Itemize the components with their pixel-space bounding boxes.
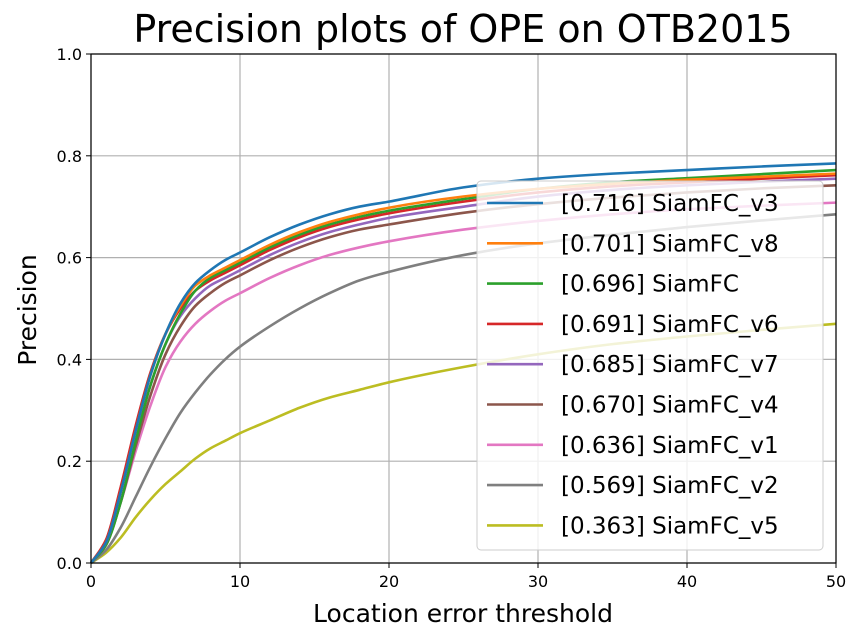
legend-label: [0.363] SiamFC_v5 <box>561 513 779 539</box>
x-tick-label: 0 <box>86 572 96 591</box>
legend-label: [0.716] SiamFC_v3 <box>561 191 779 217</box>
legend: [0.716] SiamFC_v3 [0.701] SiamFC_v8 [0.696… <box>476 180 824 551</box>
legend-label: [0.685] SiamFC_v7 <box>561 352 779 378</box>
y-tick-label: 0.6 <box>57 249 82 268</box>
x-tick-label: 20 <box>379 572 399 591</box>
x-tick-label: 40 <box>677 572 697 591</box>
y-tick-label: 0.2 <box>57 452 82 471</box>
legend-label: [0.701] SiamFC_v8 <box>561 231 779 257</box>
x-axis-label: Location error threshold <box>313 599 613 628</box>
x-tick-label: 50 <box>826 572 846 591</box>
axis-ticks: 0 10 20 30 40 50 0.0 0.2 0.4 0.6 0.8 1.0 <box>57 45 847 591</box>
legend-box <box>476 180 824 551</box>
legend-label: [0.569] SiamFC_v2 <box>561 473 779 499</box>
legend-label: [0.636] SiamFC_v1 <box>561 433 779 459</box>
series-line <box>89 162 837 564</box>
legend-label: [0.696] SiamFC <box>561 272 739 298</box>
x-tick-label: 30 <box>528 572 548 591</box>
legend-label: [0.670] SiamFC_v4 <box>561 393 779 419</box>
y-tick-label: 1.0 <box>57 45 82 64</box>
legend-label: [0.691] SiamFC_v6 <box>561 312 779 338</box>
y-tick-label: 0.0 <box>57 554 82 573</box>
x-tick-label: 10 <box>230 572 250 591</box>
y-tick-label: 0.8 <box>57 147 82 166</box>
plot-area-frame <box>90 53 837 564</box>
chart-title: Precision plots of OPE on OTB2015 <box>133 7 792 51</box>
y-tick-label: 0.4 <box>57 350 82 369</box>
y-axis-label: Precision <box>13 254 42 366</box>
